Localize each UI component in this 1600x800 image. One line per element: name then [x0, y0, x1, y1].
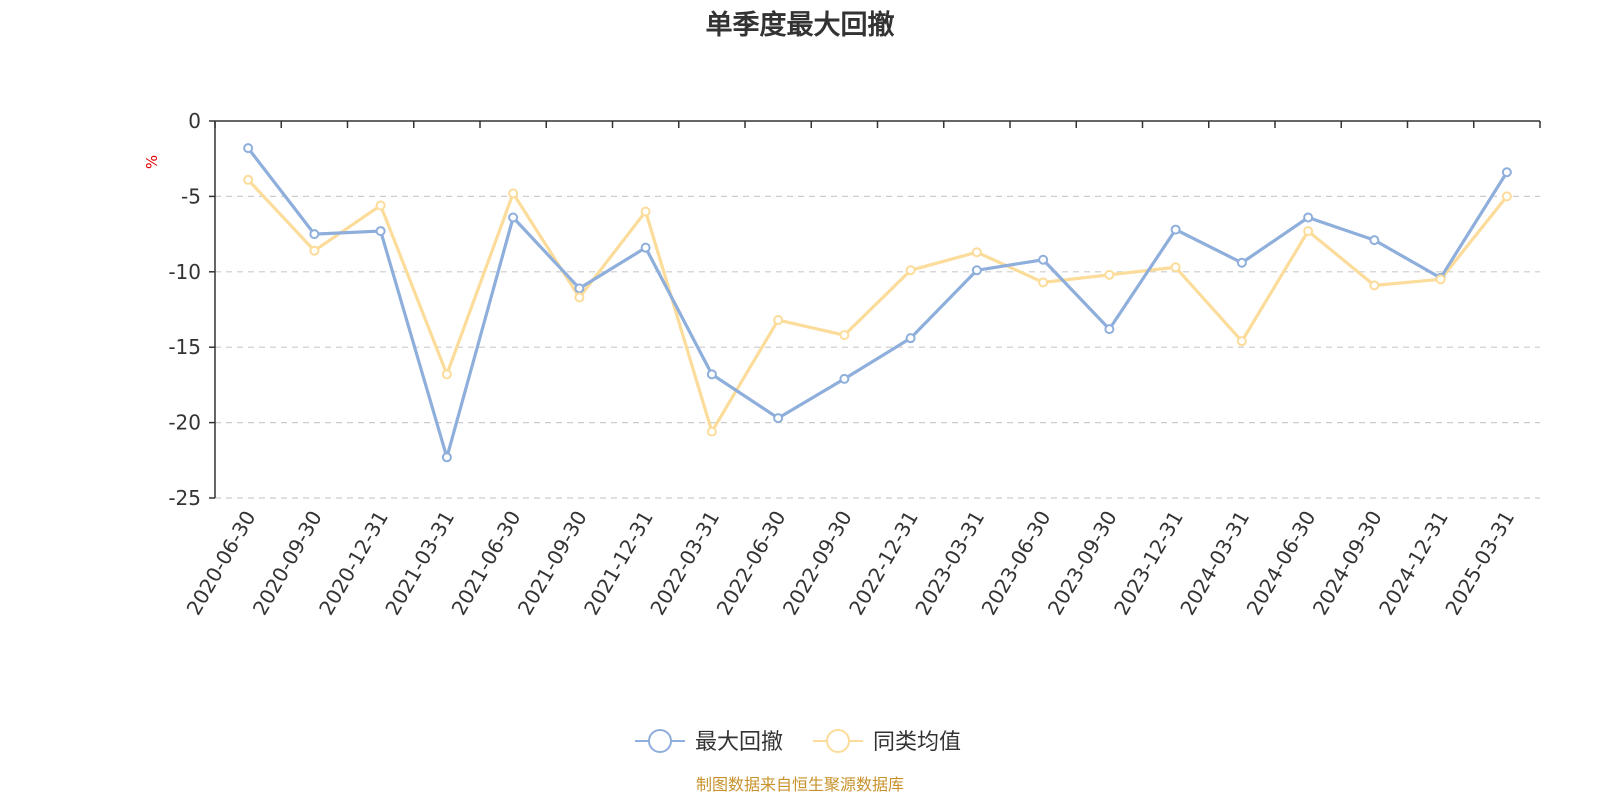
x-tick-label: 2020-06-30	[182, 507, 261, 620]
data-point	[1303, 212, 1314, 223]
x-tick-label: 2025-03-31	[1440, 507, 1519, 620]
y-tick-label: -15	[168, 335, 201, 359]
legend-marker	[826, 729, 850, 753]
data-point	[706, 426, 717, 437]
data-point	[309, 229, 320, 240]
data-point	[375, 200, 386, 211]
data-point	[441, 369, 452, 380]
data-point	[971, 265, 982, 276]
x-tick-label: 2024-03-31	[1175, 507, 1254, 620]
legend-item[interactable]: 最大回撤	[635, 729, 783, 755]
x-tick-label: 2022-03-31	[645, 507, 724, 620]
data-point	[1170, 262, 1181, 273]
y-axis-unit: %	[143, 155, 161, 169]
legend-item[interactable]: 同类均值	[813, 729, 961, 755]
x-tick-label: 2021-09-30	[513, 507, 592, 620]
source-note: 制图数据来自恒生聚源数据库	[696, 775, 904, 794]
x-tick-label: 2024-06-30	[1242, 507, 1321, 620]
data-point	[839, 373, 850, 384]
data-point	[905, 265, 916, 276]
x-tick-label: 2021-03-31	[380, 507, 459, 620]
series-line	[246, 147, 1509, 459]
data-point	[839, 330, 850, 341]
data-point	[1369, 235, 1380, 246]
x-tick-label: 2024-09-30	[1308, 507, 1387, 620]
data-point	[309, 245, 320, 256]
y-tick-label: -20	[168, 411, 201, 435]
data-point	[1369, 280, 1380, 291]
data-point	[508, 212, 519, 223]
data-point	[574, 283, 585, 294]
x-tick-labels: 2020-06-302020-09-302020-12-312021-03-31…	[182, 507, 1520, 620]
x-tick-label: 2023-06-30	[977, 507, 1056, 620]
y-tick-label: -5	[181, 184, 201, 208]
data-point	[1236, 336, 1247, 347]
data-point	[1170, 224, 1181, 235]
data-point	[905, 333, 916, 344]
data-point	[1038, 277, 1049, 288]
legend[interactable]: 最大回撤 同类均值	[635, 729, 961, 755]
data-point	[706, 369, 717, 380]
data-point	[971, 247, 982, 258]
x-tick-label: 2021-12-31	[579, 507, 658, 620]
y-tick-labels: 0 -5 -10 -15 -20 -25	[168, 109, 201, 510]
x-tick-label: 2022-12-31	[844, 507, 923, 620]
data-point	[243, 143, 254, 154]
data-point	[1501, 191, 1512, 202]
y-tick-label: 0	[188, 109, 201, 133]
legend-marker	[648, 729, 672, 753]
data-point	[773, 315, 784, 326]
x-tick-label: 2022-06-30	[712, 507, 791, 620]
y-tick-label: -10	[168, 260, 201, 284]
data-point	[1104, 269, 1115, 280]
chart-title: 单季度最大回撤	[706, 9, 895, 41]
data-point	[1236, 257, 1247, 268]
data-point	[574, 292, 585, 303]
y-tick-label: -25	[168, 486, 201, 510]
data-point	[243, 174, 254, 185]
data-point	[773, 413, 784, 424]
legend-label: 同类均值	[873, 730, 961, 755]
series-lines	[243, 143, 1512, 463]
x-tick-label: 2023-09-30	[1043, 507, 1122, 620]
data-point	[1038, 254, 1049, 265]
series-line	[246, 178, 1509, 434]
data-point	[640, 242, 651, 253]
x-tick-label: 2024-12-31	[1374, 507, 1453, 620]
x-tick-label: 2021-06-30	[447, 507, 526, 620]
data-point	[1501, 167, 1512, 178]
data-point	[375, 226, 386, 237]
data-point	[1104, 324, 1115, 335]
data-point	[508, 188, 519, 199]
data-point	[640, 206, 651, 217]
x-tick-label: 2020-09-30	[248, 507, 327, 620]
data-point	[1435, 274, 1446, 285]
x-tick-label: 2023-12-31	[1109, 507, 1188, 620]
x-tick-label: 2023-03-31	[910, 507, 989, 620]
data-point	[441, 452, 452, 463]
legend-label: 最大回撤	[695, 730, 783, 755]
data-point	[1303, 226, 1314, 237]
x-tick-label: 2022-09-30	[778, 507, 857, 620]
axes	[209, 120, 1541, 499]
x-tick-label: 2020-12-31	[314, 507, 393, 620]
